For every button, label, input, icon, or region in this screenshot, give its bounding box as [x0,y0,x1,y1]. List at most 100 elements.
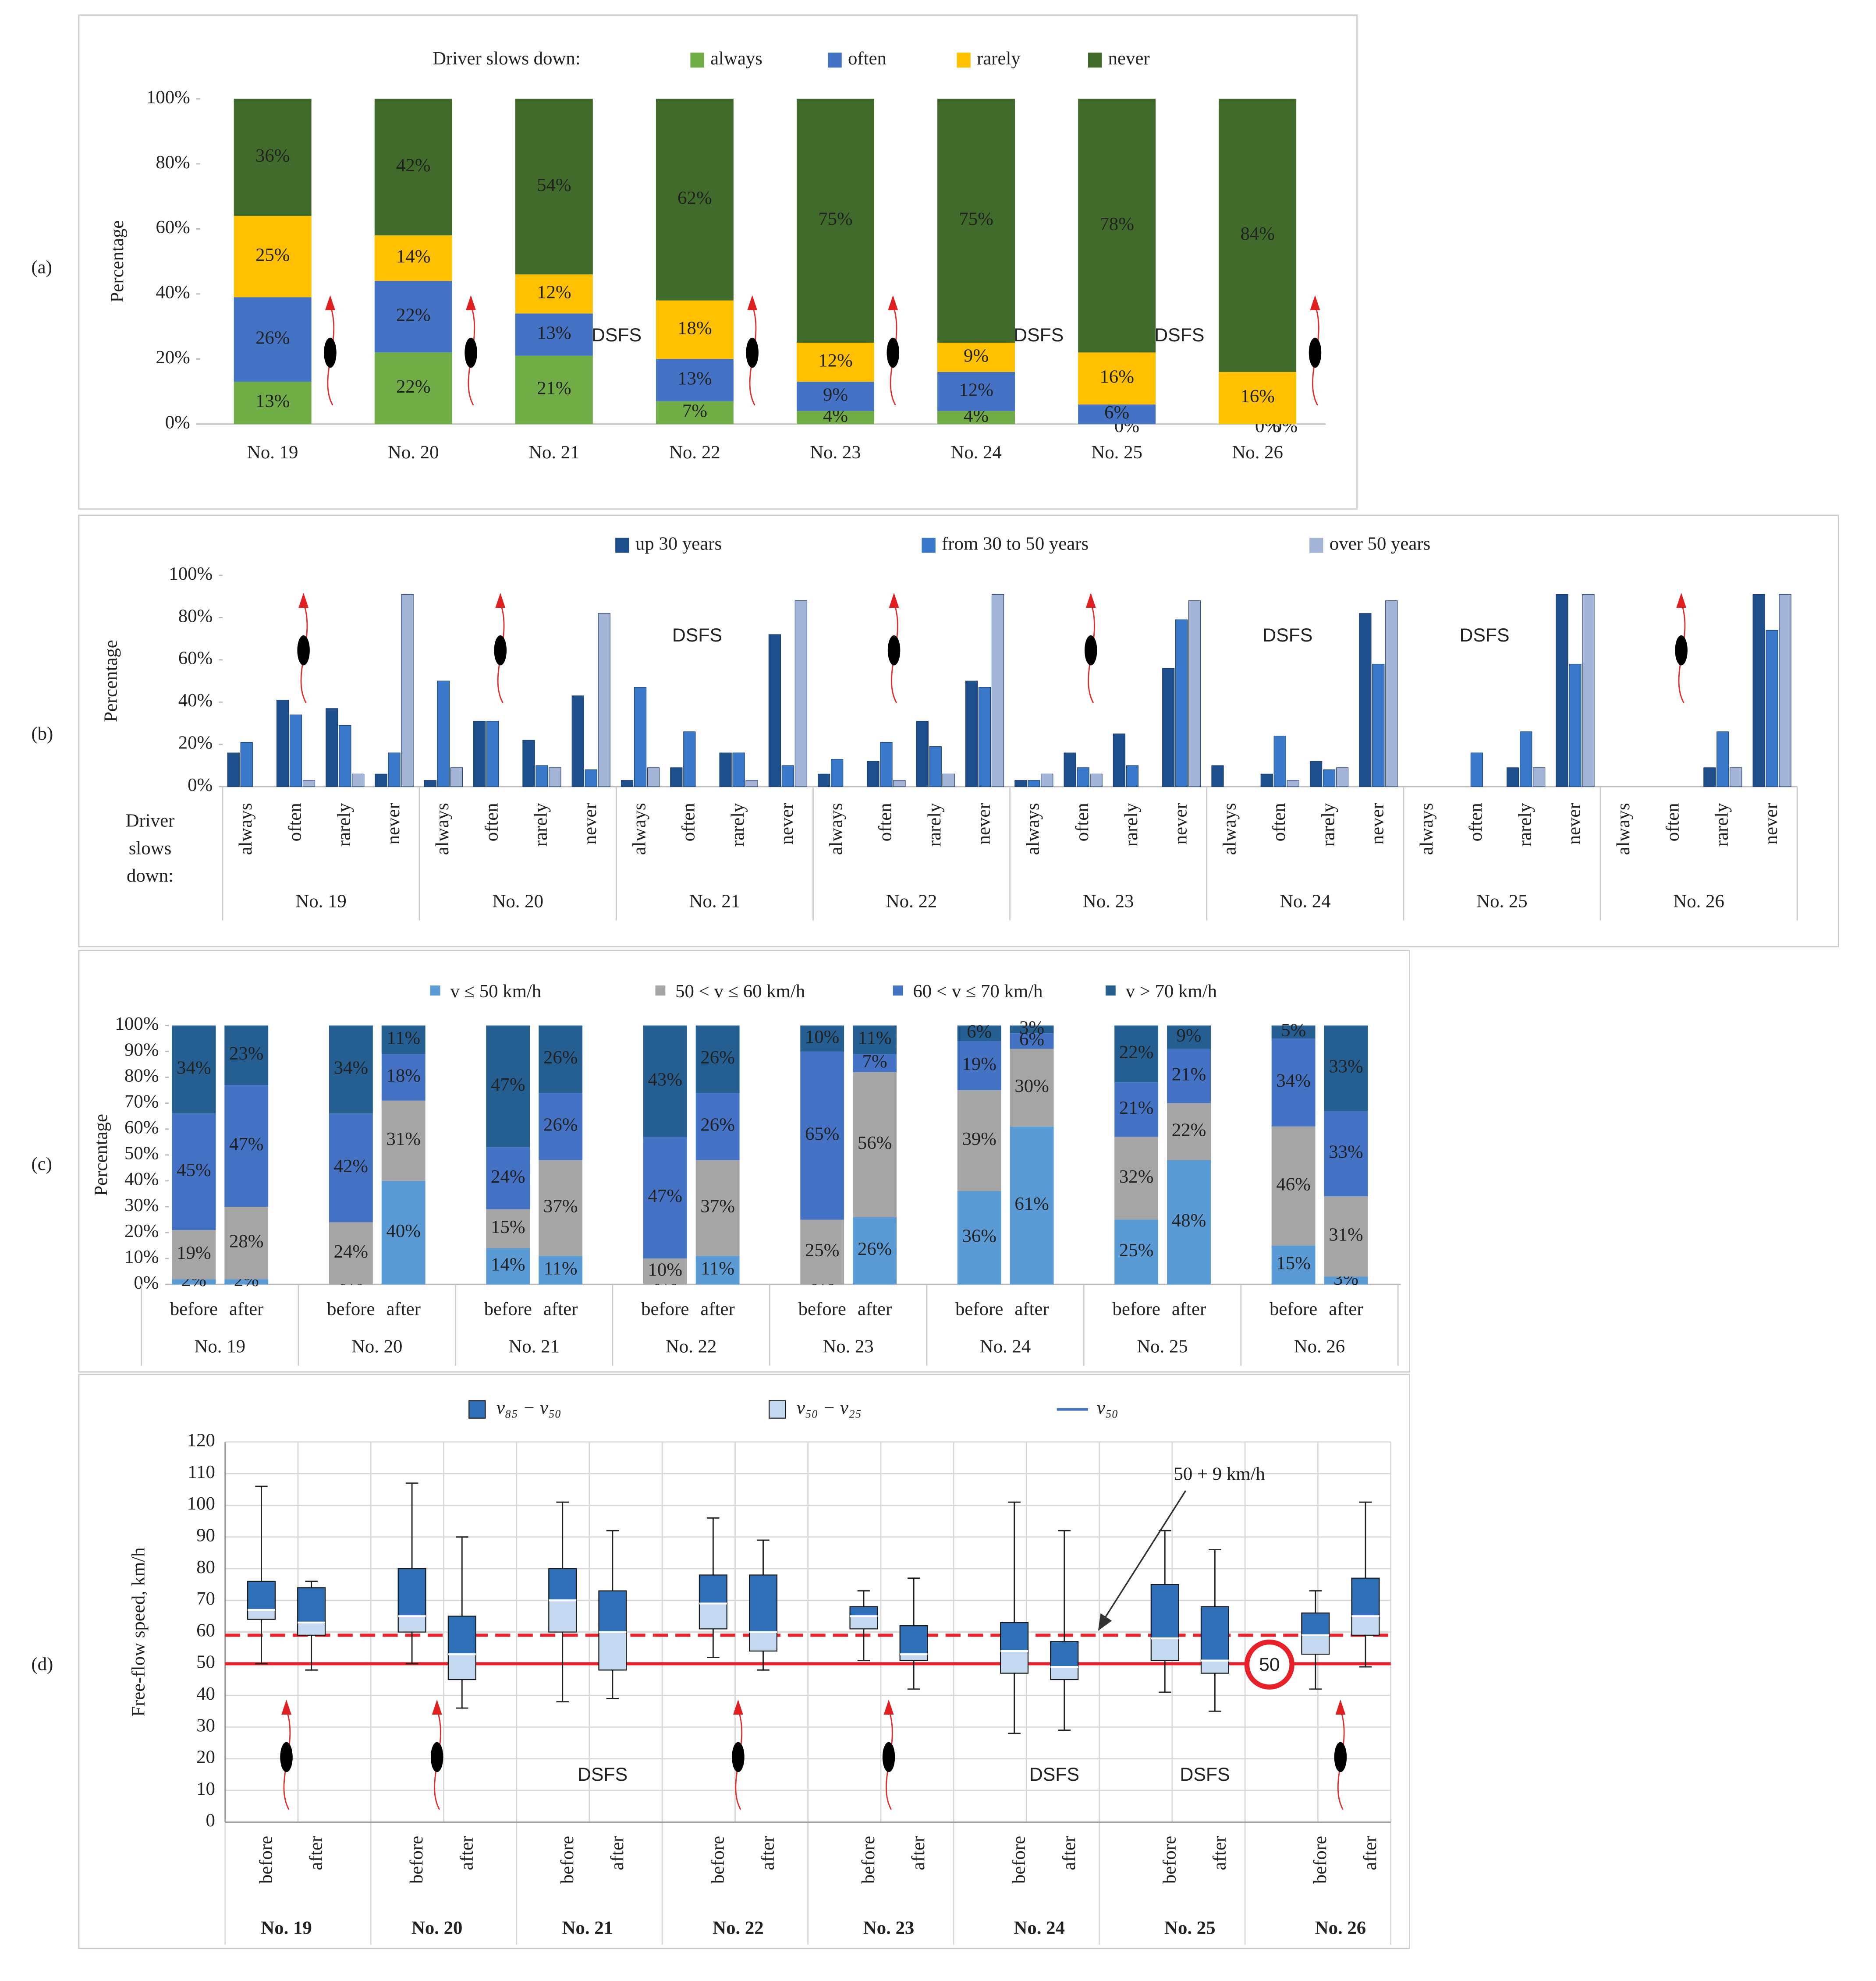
y-tick-label: 60% [178,648,213,669]
bar-segment [796,411,874,424]
x-tick-label: before [1270,1299,1317,1319]
value-label: 26% [700,1047,734,1068]
x-tick-label: before [1009,1836,1029,1884]
bar [1766,630,1778,787]
bar [1359,613,1372,787]
annotation: 50 + 9 km/h [1174,1464,1265,1485]
bar [745,780,758,787]
legend-swatch [828,53,842,68]
value-label: 25% [255,245,290,265]
box-upper [397,1568,426,1617]
bar-segment [1114,1025,1159,1083]
x-tick-label: after [1360,1836,1380,1870]
group-label: No. 21 [689,891,741,912]
x-tick-label: often [284,803,305,841]
value-label: 7% [682,400,707,421]
y-tick-label: 30 [196,1715,215,1736]
sign-icon [465,337,477,368]
bar [1064,752,1076,787]
bar [535,765,548,787]
box-lower [598,1631,627,1671]
bar [768,634,781,787]
y-tick-label: 50 [196,1652,215,1673]
bar [978,687,991,787]
box-upper [1351,1577,1380,1617]
bar-segment [1078,99,1156,353]
x-tick-label: rarely [1514,803,1535,847]
legend-label: up 30 years [635,533,722,554]
value-label: 3% [1019,1017,1044,1038]
x-tick-label: rarely [924,803,945,847]
bar-segment [937,343,1015,372]
group-label: No. 26 [1673,891,1724,912]
bar [929,746,942,787]
bar [794,600,807,787]
panel-label: (b) [31,723,53,744]
group-label: No. 22 [713,1918,764,1938]
value-label: 37% [543,1196,578,1217]
x-tick-label: never [973,803,994,844]
box-upper [1000,1622,1029,1652]
x-tick-label: before [557,1836,578,1884]
box-upper [297,1587,326,1623]
box-lower [297,1622,326,1636]
x-tick-label: rarely [1712,803,1732,847]
panel-frame [78,1374,1410,1949]
bar [289,714,302,787]
sign-icon-arrow [466,295,476,310]
sign-icon-arrow [1085,592,1096,608]
box-upper [1301,1612,1330,1636]
sign-icon [1084,635,1097,666]
bar-segment [1010,1126,1054,1285]
bar [1470,752,1483,787]
group-label: No. 26 [1315,1918,1366,1938]
x-tick-label: No. 19 [247,442,298,463]
value-label: 32% [1119,1166,1153,1187]
bar [1323,769,1336,787]
x-tick-label: rarely [531,803,551,847]
value-label: 21% [537,378,571,399]
speed-limit-text: 50 [1259,1654,1280,1675]
sign-label: DSFS [1180,1764,1230,1785]
value-label: 24% [334,1241,368,1262]
sign-icon [280,1742,293,1772]
bar-segment [539,1256,583,1285]
value-label: 22% [1172,1120,1206,1140]
y-axis-label: Percentage [101,640,121,722]
bar-segment [486,1209,530,1248]
bar [670,767,683,787]
bar [424,780,437,787]
group-label: No. 23 [863,1918,915,1938]
y-axis-label: Free-flow speed, km/h [128,1547,149,1716]
bar-segment [695,1093,740,1160]
bar-segment [1324,1196,1368,1277]
value-label: 14% [491,1255,525,1275]
bar-segment [224,1085,269,1207]
box-lower [1150,1637,1179,1661]
value-label: 42% [396,155,430,176]
value-label: 31% [1329,1225,1363,1245]
value-label: 46% [1276,1174,1310,1195]
group-label: No. 24 [1280,891,1331,912]
group-label: No. 20 [492,891,543,912]
x-tick-label: never [1367,803,1388,844]
y-tick-label: 50% [124,1143,159,1164]
legend-label: always [710,48,762,69]
bar [1533,767,1546,787]
y-tick-label: 20% [178,733,213,753]
x-tick-label: never [777,803,797,844]
bar [486,721,499,787]
bar-segment [1114,1082,1159,1137]
y-tick-label: 100% [115,1014,159,1034]
legend-label: over 50 years [1330,533,1431,554]
sign-icon [746,337,759,368]
value-label: 9% [823,384,848,405]
legend-swatch [769,1400,786,1419]
value-label: 34% [334,1058,368,1078]
bar-segment [1167,1025,1211,1049]
bar-segment [515,99,593,275]
x-tick-label: rarely [727,803,748,847]
bar [1211,765,1224,787]
value-label: 11% [387,1028,420,1049]
bar [339,725,351,787]
